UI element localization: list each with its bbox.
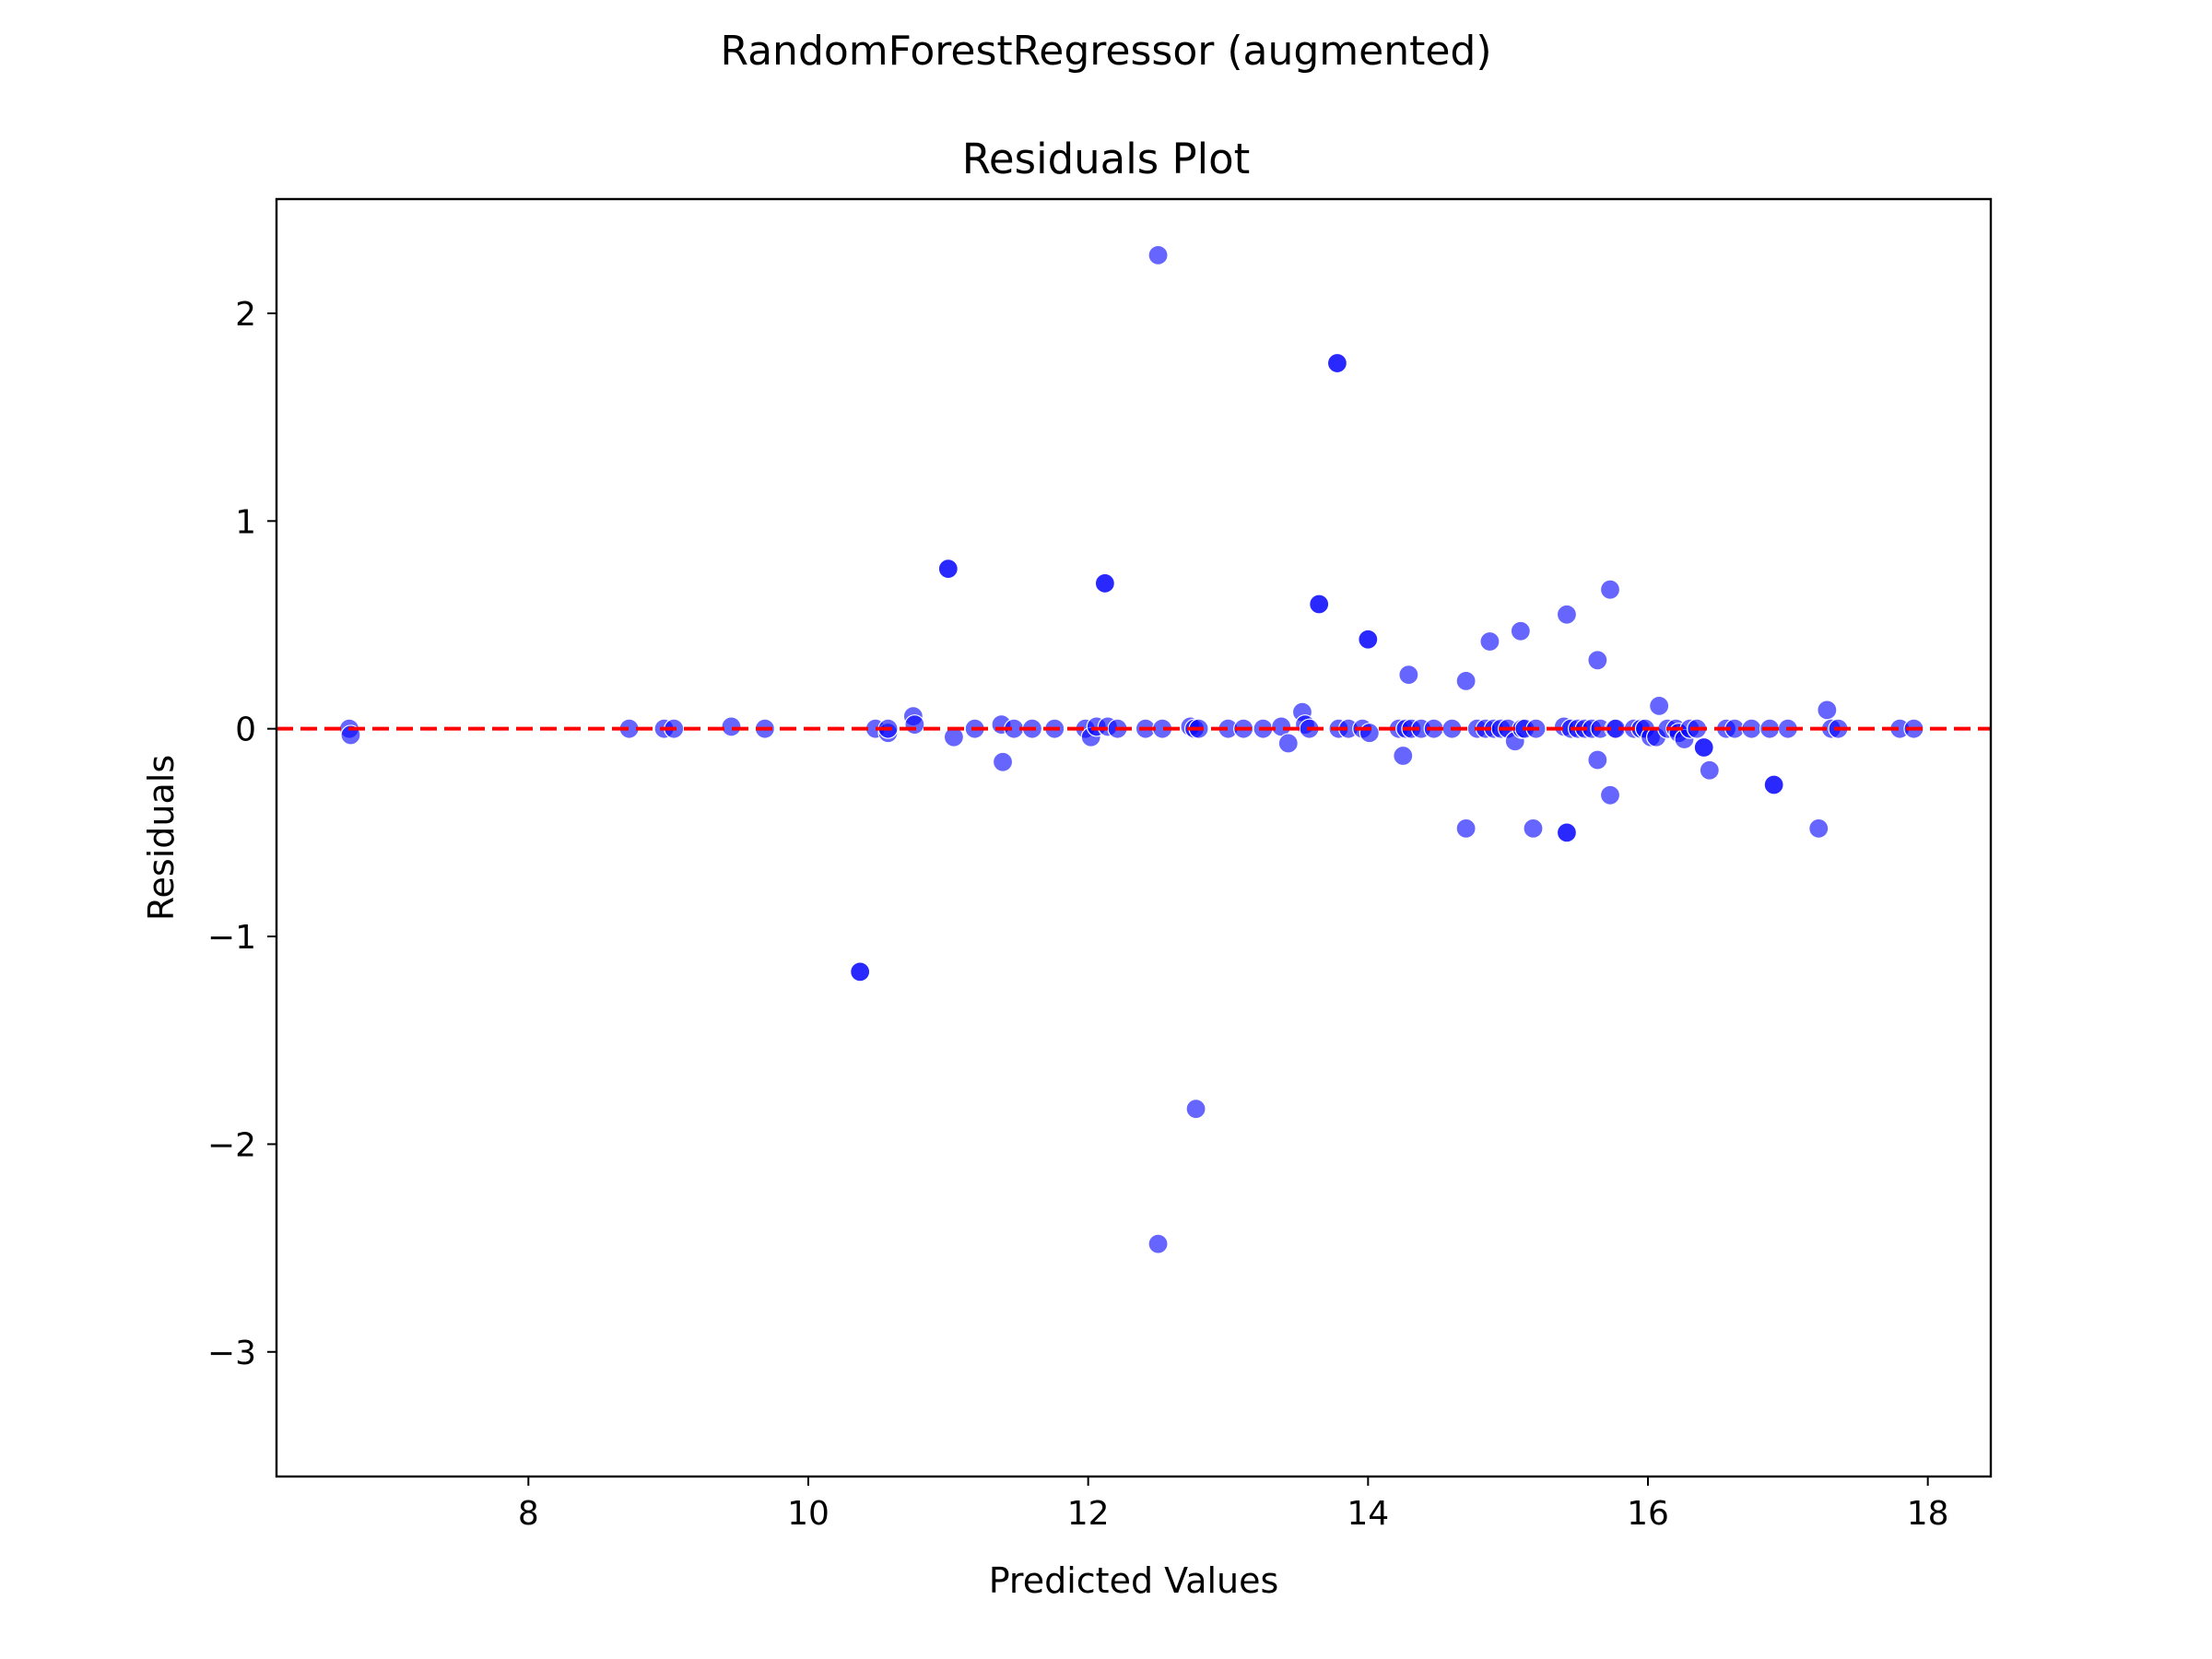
scatter-point xyxy=(1094,572,1115,594)
scatter-point xyxy=(1326,352,1348,374)
scatter-point xyxy=(1393,745,1414,767)
scatter-point xyxy=(1599,784,1621,806)
scatter-point xyxy=(1398,664,1419,686)
scatter-point xyxy=(1599,579,1621,600)
scatter-point xyxy=(1185,1099,1206,1120)
y-axis-label: Residuals xyxy=(141,755,182,921)
y-tick-label: 0 xyxy=(235,712,256,749)
scatter-point xyxy=(1455,670,1477,691)
x-tick-label: 8 xyxy=(518,1495,539,1533)
scatter-point xyxy=(1147,1233,1169,1254)
x-tick-label: 18 xyxy=(1907,1495,1949,1533)
x-tick-label: 12 xyxy=(1067,1495,1110,1533)
x-tick-label: 14 xyxy=(1347,1495,1389,1533)
scatter-point xyxy=(1455,818,1477,839)
x-axis-ticks: 8 10 12 14 16 18 xyxy=(518,1477,1949,1533)
scatter-point xyxy=(904,714,925,735)
y-tick-label: 2 xyxy=(235,296,256,334)
scatter-points xyxy=(338,244,1924,1254)
x-tick-label: 10 xyxy=(787,1495,830,1533)
scatter-point xyxy=(1147,244,1169,265)
scatter-point xyxy=(1649,695,1670,716)
scatter-point xyxy=(1556,604,1578,625)
scatter-point xyxy=(1309,594,1330,615)
scatter-point xyxy=(1699,759,1720,781)
scatter-point xyxy=(1556,822,1578,843)
x-axis-label: Predicted Values xyxy=(989,1560,1279,1601)
y-axis-ticks: −3 −2 −1 0 1 2 xyxy=(207,296,276,1372)
y-tick-label: 1 xyxy=(235,503,256,541)
plot-frame xyxy=(275,197,1993,1478)
scatter-point xyxy=(1817,700,1838,721)
x-tick-label: 16 xyxy=(1627,1495,1669,1533)
scatter-point xyxy=(1587,650,1608,671)
scatter-point xyxy=(1587,749,1608,771)
scatter-point xyxy=(1763,774,1784,795)
scatter-point xyxy=(850,961,871,982)
scatter-point xyxy=(1358,629,1379,650)
chart-title: Residuals Plot xyxy=(962,135,1251,183)
scatter-point xyxy=(1277,733,1299,754)
y-tick-label: −2 xyxy=(207,1126,256,1164)
y-tick-label: −3 xyxy=(207,1335,256,1372)
scatter-point xyxy=(1479,630,1500,653)
scatter-point xyxy=(1808,818,1830,839)
scatter-point xyxy=(721,716,742,737)
y-tick-label: −1 xyxy=(207,919,256,957)
scatter-point xyxy=(937,559,959,580)
scatter-point xyxy=(1523,818,1544,839)
figure-suptitle: RandomForestRegressor (augmented) xyxy=(720,28,1491,75)
scatter-point xyxy=(992,751,1014,772)
plot-area xyxy=(276,199,1991,1477)
scatter-point xyxy=(1510,620,1531,641)
scatter-point xyxy=(1693,736,1714,759)
scatter-point xyxy=(1359,723,1380,744)
